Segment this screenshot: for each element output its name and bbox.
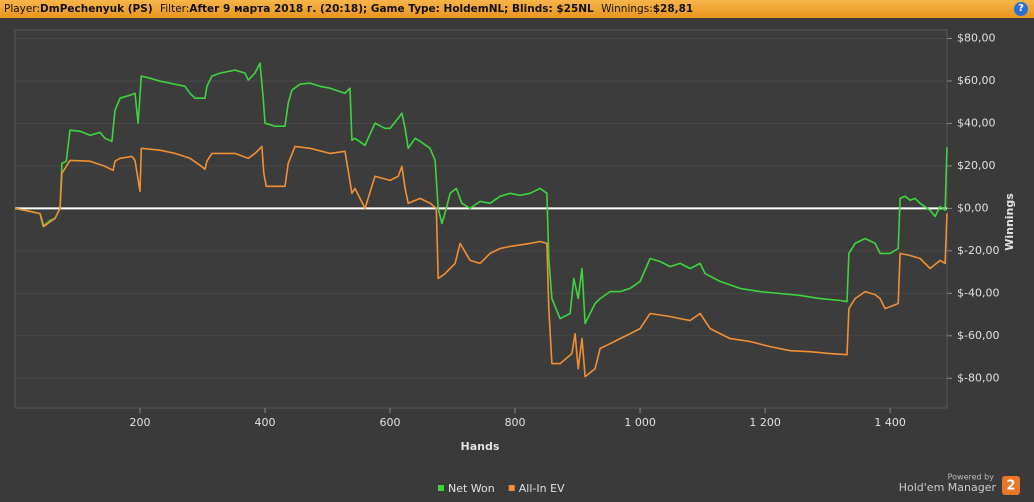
x-tick-label: 200 (130, 416, 151, 429)
powered-by: Powered by (948, 473, 995, 482)
x-axis-label: Hands (461, 440, 500, 453)
filter: After 9 марта 2018 г. (20:18); Game Type… (189, 3, 594, 15)
y-tick-label: $-40,00 (957, 286, 999, 299)
chart: Hands Winnings Powered by Hold'em Manage… (14, 29, 1020, 495)
x-tick-label: 1 400 (874, 416, 906, 429)
label: Filter: (159, 3, 190, 15)
brand: Hold'em Manager (899, 481, 997, 494)
y-axis-label: Winnings (1003, 193, 1016, 251)
y-tick-label: $20,00 (957, 159, 996, 172)
x-tick-label: 1 000 (624, 416, 656, 429)
label: Player: (4, 3, 41, 15)
player: DmPechenyuk (PS) (40, 3, 153, 15)
help-button[interactable]: ? (1014, 2, 1028, 16)
legend-label: Net Won (448, 482, 495, 495)
x-tick-label: 400 (255, 416, 276, 429)
plot-area (14, 29, 948, 409)
x-tick-label: 600 (380, 416, 401, 429)
y-tick-label: $-60,00 (957, 329, 999, 342)
series-line (14, 62, 948, 325)
y-tick-label: $-80,00 (957, 371, 999, 384)
y-tick-label: $40,00 (957, 116, 996, 129)
y-tick-label: $80,00 (957, 31, 996, 44)
y-tick-label: $0,00 (957, 201, 989, 214)
logo-text: 2 (1006, 479, 1015, 494)
header-bar: Player:DmPechenyuk (PS) Filter:After 9 м… (0, 0, 1034, 18)
x-tick-label: 800 (505, 416, 526, 429)
y-tick-label: $-20,00 (957, 244, 999, 257)
legend-swatch (508, 485, 515, 491)
logo (1002, 476, 1020, 495)
x-tick-label: 1 200 (749, 416, 781, 429)
label: Winnings: (601, 3, 653, 15)
winnings: $28,81 (652, 3, 694, 15)
series-line (14, 145, 948, 378)
y-tick-label: $60,00 (957, 74, 996, 87)
legend-swatch (438, 485, 444, 491)
legend-label: All-In EV (519, 482, 565, 495)
